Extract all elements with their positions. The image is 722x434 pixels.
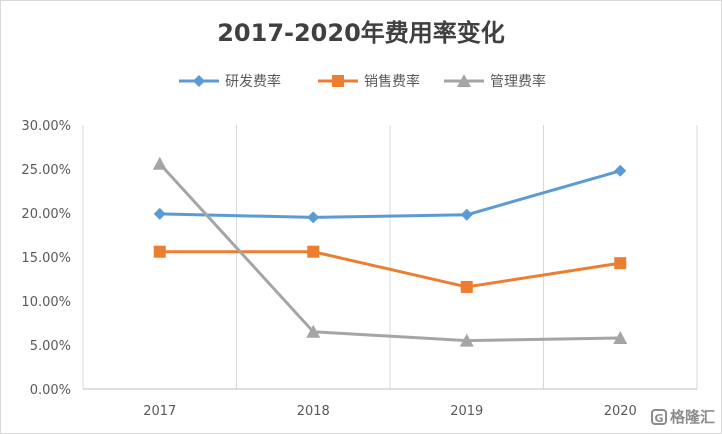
legend-item: 销售费率 [318,73,420,90]
data-point [307,245,320,258]
grid-lines [236,125,544,389]
y-tick-label: 30.00% [21,119,71,134]
legend: 研发费率 销售费率 管理费率 [179,73,546,90]
x-tick-label: 2019 [450,404,483,419]
series-line [159,169,621,219]
legend-label: 销售费率 [364,73,420,90]
y-tick-label: 20.00% [21,207,71,222]
legend-marker [332,75,344,87]
y-tick-label: 5.00% [30,339,71,354]
data-point [459,333,474,347]
data-point [460,208,473,221]
legend-marker [457,74,471,87]
watermark-logo: G 格隆汇 [650,406,715,427]
logo-text: 格隆汇 [669,408,715,426]
y-tick-label: 0.00% [30,383,71,398]
x-tick-label: 2018 [297,404,330,419]
series-1 [153,164,627,224]
data-point [153,245,166,258]
axes [82,125,698,390]
x-tick-label: 2017 [143,404,176,419]
x-tick-label: 2020 [604,404,637,419]
data-point [614,257,627,270]
logo-icon: G [650,408,667,425]
data-point [614,164,627,177]
data-point [307,211,320,224]
data-point [613,330,628,344]
data-point [153,207,166,220]
series [152,156,628,347]
data-point [306,324,321,338]
legend-item: 管理费率 [444,73,546,90]
data-point [460,280,473,293]
series-2 [153,245,627,293]
y-tick-label: 15.00% [21,251,71,266]
series-line [159,250,621,289]
legend-label: 管理费率 [490,73,546,90]
chart-title: 2017-2020年费用率变化 [217,19,505,47]
y-axis-ticks: 0.00% 5.00% 10.00% 15.00% 20.00% 25.00% 30.00% [21,119,71,398]
legend-marker [193,75,205,87]
legend-label: 研发费率 [225,73,281,90]
x-axis-ticks: 2017 2018 2019 2020 [143,404,637,419]
series-3 [152,156,628,347]
data-point [152,156,167,170]
y-tick-label: 25.00% [21,163,71,178]
legend-item: 研发费率 [179,73,281,90]
y-tick-label: 10.00% [21,295,71,310]
series-line [158,162,621,343]
